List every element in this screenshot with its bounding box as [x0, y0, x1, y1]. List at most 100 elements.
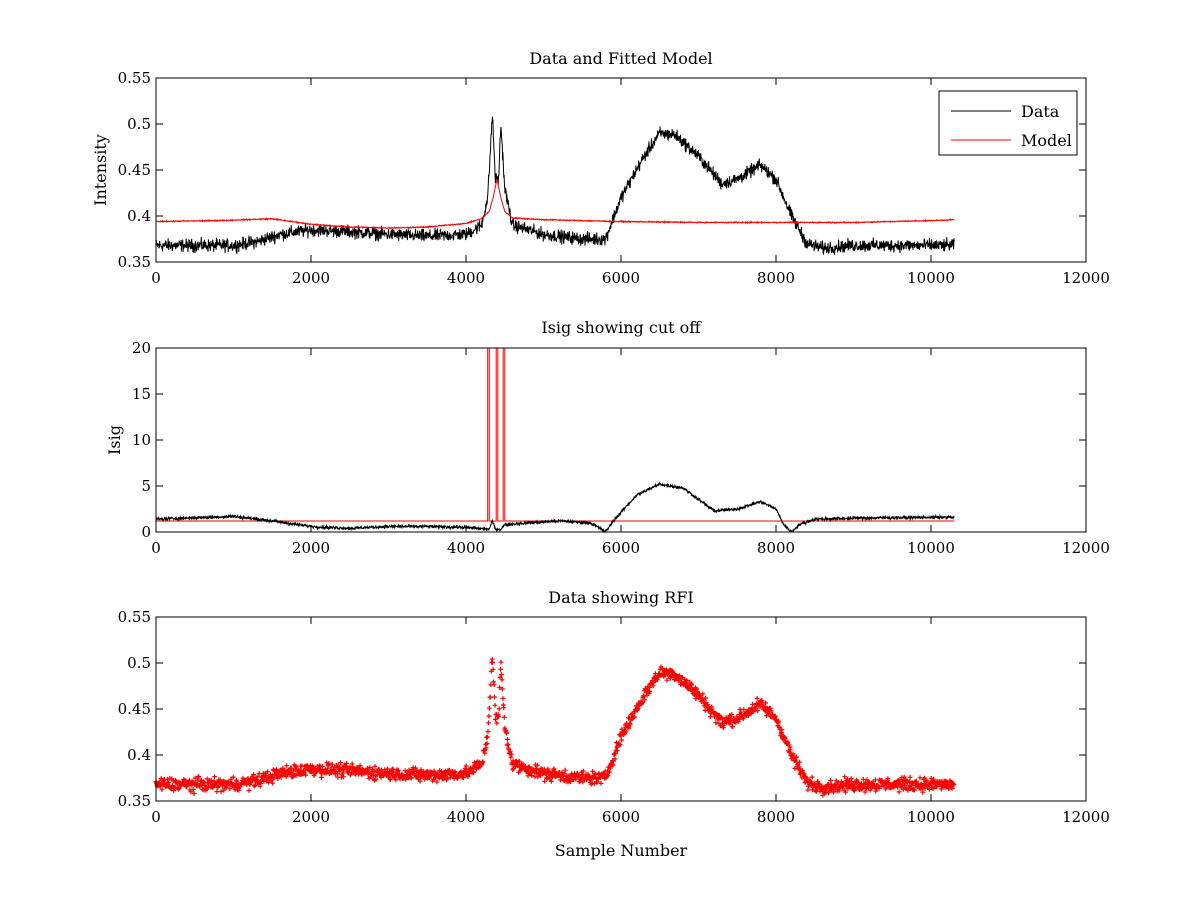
rfi-point	[779, 727, 785, 733]
rfi-point	[623, 729, 629, 735]
rfi-point	[849, 779, 854, 784]
rfi-point	[507, 749, 513, 755]
rfi-point	[562, 767, 568, 773]
rfi-point	[487, 694, 493, 700]
rfi-point	[270, 780, 276, 786]
rfi-point	[265, 769, 270, 775]
rfi-point	[527, 764, 532, 770]
rfi-point	[461, 775, 466, 781]
rfi-point	[809, 774, 815, 780]
x-tick-label: 12000	[1062, 808, 1110, 826]
x-tick-label: 12000	[1062, 539, 1110, 557]
rfi-point	[713, 720, 719, 725]
rfi-point	[843, 783, 849, 789]
rfi-point	[796, 764, 802, 770]
rfi-point	[573, 776, 579, 782]
rfi-point	[236, 787, 242, 793]
rfi-point	[614, 748, 620, 754]
rfi-point	[864, 777, 870, 783]
rfi-point	[214, 789, 220, 794]
rfi-point	[218, 789, 224, 794]
rfi-point	[394, 772, 399, 778]
legend-label-model: Model	[1021, 131, 1072, 150]
legend-label-data: Data	[1021, 102, 1060, 121]
rfi-point	[498, 659, 504, 665]
subplot-isig-showing-cut-off: Isig showing cut off Isig 0 2000 4000 6000 8…	[105, 318, 1110, 557]
subplot-1-series-layer	[155, 116, 955, 256]
rfi-point	[876, 785, 882, 791]
rfi-point	[501, 715, 507, 720]
rfi-point	[740, 716, 746, 722]
x-tick-label: 0	[151, 808, 161, 826]
rfi-point	[855, 780, 861, 785]
rfi-point	[843, 789, 848, 795]
rfi-point	[785, 739, 791, 745]
rfi-point	[251, 772, 256, 777]
rfi-point	[490, 660, 496, 665]
rfi-point	[191, 791, 197, 796]
rfi-point	[500, 696, 506, 701]
y-tick-label: 5	[141, 477, 151, 495]
rfi-point	[408, 774, 413, 780]
rfi-point	[418, 767, 424, 773]
subplot-3-title: Data showing RFI	[548, 588, 693, 607]
rfi-point	[580, 768, 586, 774]
y-tick-label: 0.45	[118, 700, 151, 718]
rfi-point	[804, 775, 810, 781]
y-tick-label: 0.35	[118, 792, 151, 810]
rfi-point	[508, 751, 514, 757]
rfi-point	[926, 787, 932, 792]
rfi-point	[188, 789, 194, 795]
rfi-point	[395, 767, 401, 773]
rfi-point	[605, 773, 611, 779]
rfi-point	[900, 786, 906, 792]
rfi-point	[417, 769, 423, 775]
rfi-point	[499, 677, 505, 683]
rfi-point	[567, 779, 573, 784]
y-tick-label: 0.35	[118, 253, 151, 271]
rfi-point	[283, 774, 289, 779]
rfi-point	[497, 685, 502, 690]
rfi-point	[320, 764, 325, 769]
rfi-point	[319, 775, 324, 780]
rfi-point	[787, 747, 793, 753]
rfi-point	[357, 763, 363, 768]
rfi-point	[797, 759, 802, 765]
x-tick-label: 8000	[757, 539, 795, 557]
rfi-point	[329, 761, 335, 767]
rfi-point	[417, 778, 423, 784]
rfi-point	[486, 720, 491, 726]
rfi-point	[886, 780, 891, 785]
rfi-point	[288, 765, 294, 771]
y-tick-label: 20	[132, 339, 151, 357]
rfi-point	[208, 778, 214, 783]
rfi-point	[391, 769, 396, 775]
rfi-point	[917, 775, 923, 781]
x-tick-label: 6000	[602, 539, 640, 557]
subplot-1-ticks: 0 2000 4000 6000 8000 10000 12000 0.35 0.4 0.45 0.…	[118, 69, 1110, 287]
rfi-point	[498, 666, 503, 672]
rfi-point	[487, 705, 492, 711]
rfi-point	[642, 697, 648, 703]
rfi-point	[510, 758, 516, 764]
rfi-point	[493, 717, 498, 722]
y-tick-label: 0	[141, 523, 151, 541]
rfi-point	[504, 730, 509, 736]
rfi-point	[471, 769, 476, 775]
rfi-point	[341, 774, 346, 780]
rfi-point	[612, 756, 618, 762]
rfi-point	[159, 787, 165, 793]
rfi-point	[492, 694, 497, 700]
rfi-point	[246, 788, 252, 793]
rfi-point	[754, 696, 760, 701]
subplot-2-title: Isig showing cut off	[541, 318, 702, 337]
rfi-point	[388, 777, 393, 783]
rfi-point	[580, 779, 586, 785]
rfi-point	[922, 775, 927, 781]
rfi-point	[763, 700, 768, 706]
series-rfi-points	[153, 656, 957, 798]
rfi-point	[500, 686, 505, 692]
rfi-point	[491, 682, 497, 688]
rfi-point	[501, 705, 507, 711]
rfi-point	[275, 776, 281, 782]
